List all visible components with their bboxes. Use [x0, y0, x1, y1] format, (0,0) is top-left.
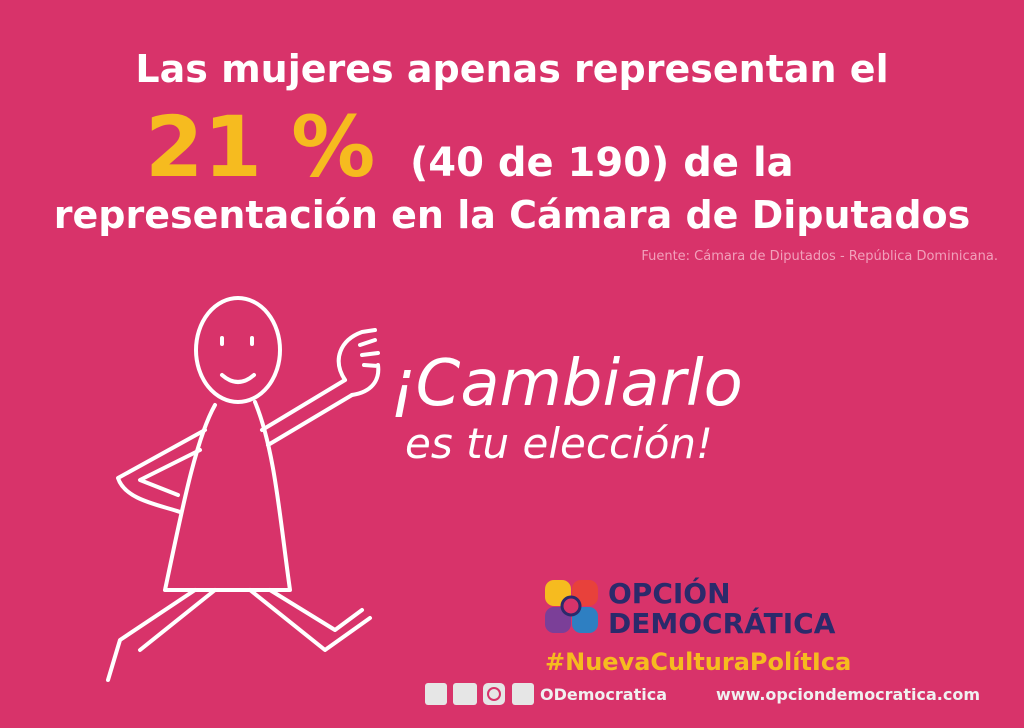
- stick-figure: [106, 296, 381, 682]
- slogan-line1: ¡Cambiarlo: [390, 347, 743, 421]
- social-icons: [425, 683, 534, 705]
- logo-mark: [545, 580, 598, 633]
- headline-line3: representación en la Cámara de Diputados: [54, 193, 971, 237]
- slogan-line2: es tu elección!: [405, 419, 713, 468]
- logo-line2: DEMOCRÁTICA: [608, 606, 836, 640]
- headline-percent: 21 %: [145, 98, 375, 196]
- hashtag: #NuevaCulturaPolítIca: [545, 648, 851, 676]
- headline-line2: (40 de 190) de la: [410, 140, 794, 186]
- footer-website: www.opciondemocratica.com: [716, 685, 980, 704]
- source: Fuente: Cámara de Diputados - República …: [641, 249, 998, 264]
- footer-handle: ODemocratica: [540, 685, 667, 704]
- logo-line1: OPCIÓN: [608, 576, 731, 610]
- headline-line1: Las mujeres apenas representan el: [135, 47, 888, 91]
